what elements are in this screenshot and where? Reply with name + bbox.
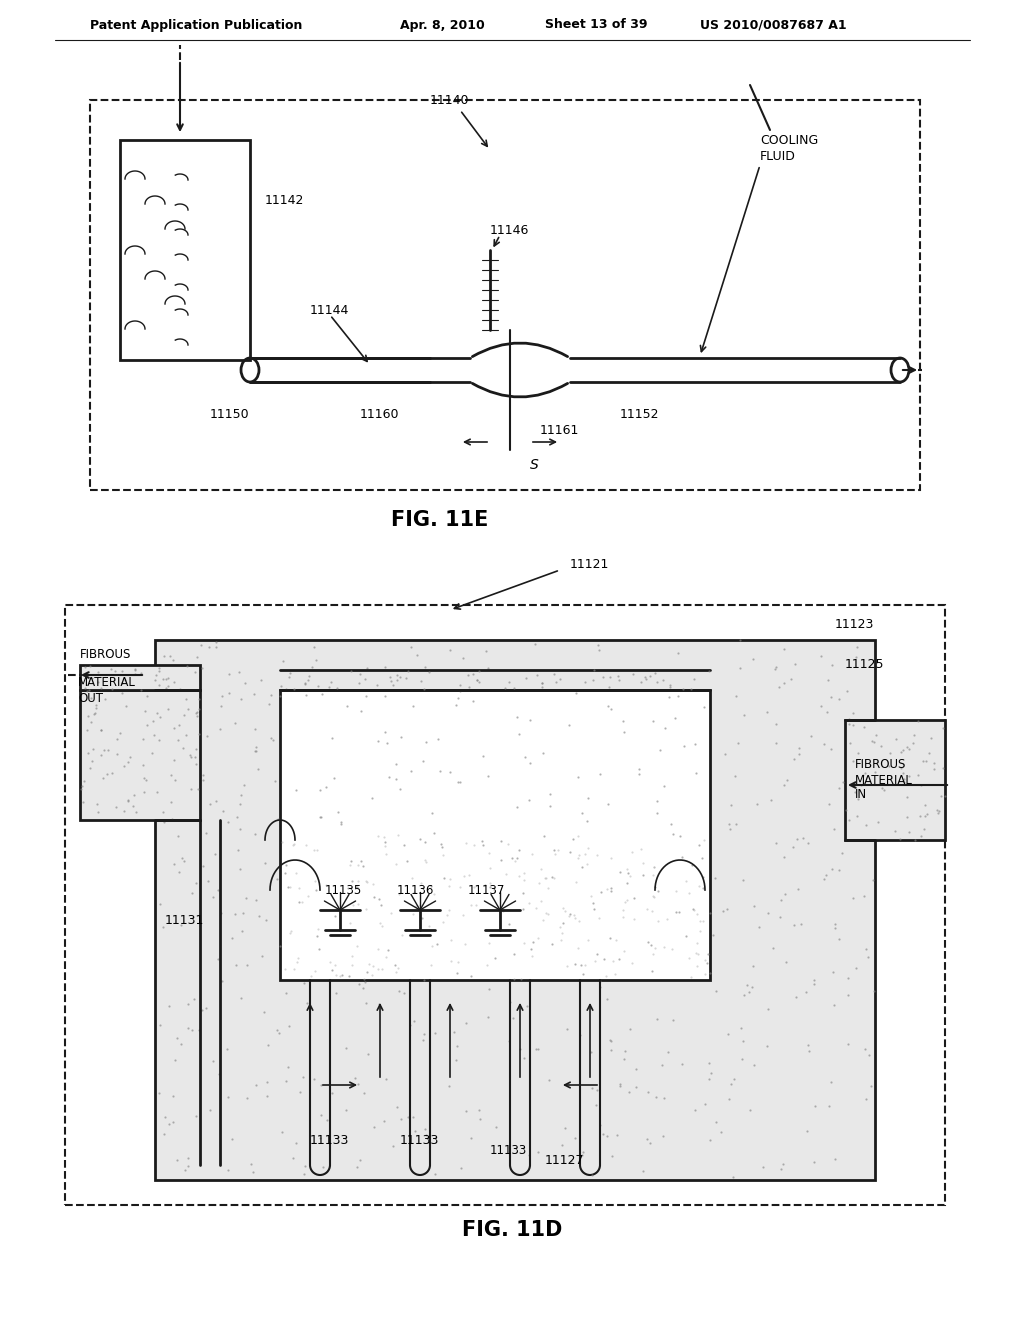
Bar [65, 605, 945, 1205]
Text: Apr. 8, 2010: Apr. 8, 2010 [400, 18, 484, 32]
Text: 11146: 11146 [490, 223, 529, 236]
Text: 11144: 11144 [310, 304, 349, 317]
Text: 11142: 11142 [265, 194, 304, 206]
Text: MATERIAL: MATERIAL [855, 774, 912, 787]
Text: 11133: 11133 [400, 1134, 439, 1147]
Text: 11131: 11131 [165, 913, 205, 927]
Text: 11133: 11133 [310, 1134, 349, 1147]
Text: 11136: 11136 [397, 883, 434, 896]
Text: 11133: 11133 [490, 1143, 527, 1156]
Text: 11135: 11135 [325, 883, 362, 896]
Text: 11121: 11121 [570, 558, 609, 572]
Text: IN: IN [855, 788, 867, 801]
Bar [90, 100, 920, 490]
Text: 11123: 11123 [835, 619, 874, 631]
Text: 11137: 11137 [468, 883, 506, 896]
Text: 11150: 11150 [210, 408, 250, 421]
Text: 11127: 11127 [545, 1154, 585, 1167]
Bar [80, 665, 200, 690]
Text: 11125: 11125 [845, 659, 885, 672]
Text: 11160: 11160 [360, 408, 399, 421]
Text: Sheet 13 of 39: Sheet 13 of 39 [545, 18, 647, 32]
Text: US 2010/0087687 A1: US 2010/0087687 A1 [700, 18, 847, 32]
Bar [155, 640, 874, 1180]
Bar [280, 690, 710, 979]
Text: OUT: OUT [78, 692, 103, 705]
Text: FIBROUS: FIBROUS [80, 648, 131, 661]
Text: FIBROUS: FIBROUS [855, 759, 906, 771]
Text: S: S [530, 458, 539, 473]
Text: Patent Application Publication: Patent Application Publication [90, 18, 302, 32]
Text: FIG. 11D: FIG. 11D [462, 1220, 562, 1239]
Text: FIG. 11E: FIG. 11E [391, 510, 488, 531]
Bar [80, 690, 200, 820]
Text: 11152: 11152 [620, 408, 659, 421]
Bar [120, 140, 250, 360]
Text: MATERIAL: MATERIAL [78, 676, 136, 689]
Bar [845, 719, 945, 840]
Text: FLUID: FLUID [760, 150, 796, 164]
Text: 11161: 11161 [540, 424, 580, 437]
Text: 11140: 11140 [430, 94, 469, 107]
Text: COOLING: COOLING [760, 133, 818, 147]
